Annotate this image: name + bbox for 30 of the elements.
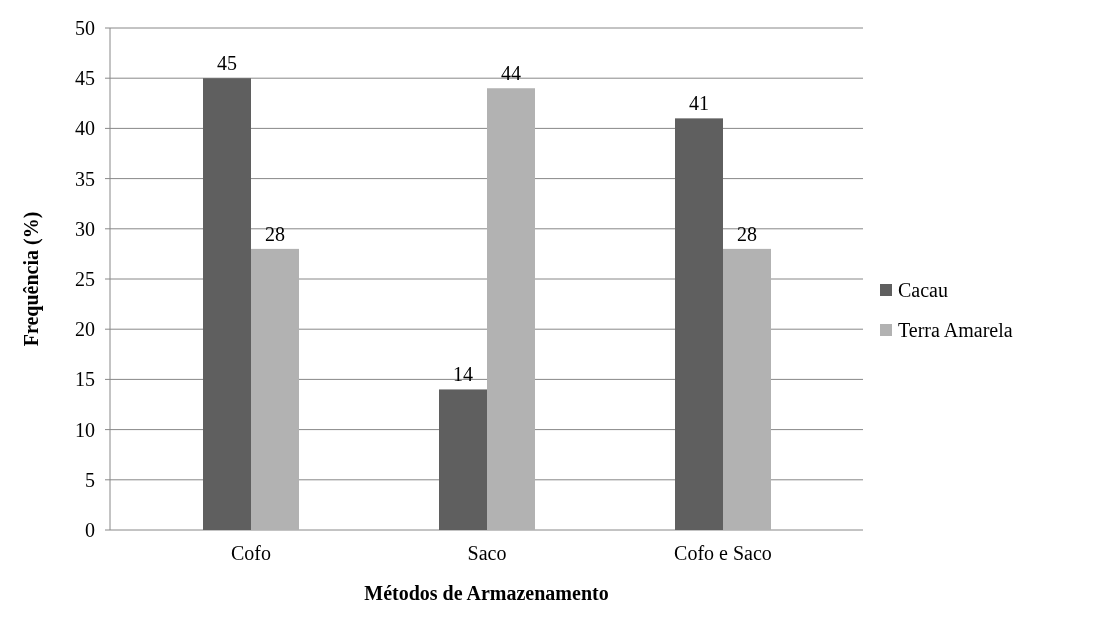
x-tick-label: Cofo e Saco [674, 542, 772, 564]
bar [487, 88, 535, 530]
data-label: 28 [265, 222, 285, 245]
bar [203, 78, 251, 530]
y-axis-title: Frequência (%) [20, 211, 43, 347]
data-label: 28 [737, 222, 757, 245]
bar [723, 248, 771, 530]
y-tick-label: 15 [75, 368, 95, 391]
x-tick-label: Saco [467, 542, 507, 564]
data-label: 41 [689, 92, 709, 115]
y-tick-label: 10 [75, 418, 95, 441]
data-label: 45 [217, 52, 237, 75]
bar [675, 118, 723, 530]
y-tick-label: 30 [75, 217, 95, 240]
data-label: 44 [501, 62, 521, 85]
y-tick-label: 5 [85, 468, 95, 491]
y-tick-label: 0 [85, 519, 95, 541]
data-label: 14 [453, 363, 473, 386]
legend-label: Cacau [898, 279, 948, 301]
bar [439, 389, 487, 530]
x-tick-label: Cofo [231, 542, 271, 564]
y-tick-label: 40 [75, 117, 95, 140]
y-tick-label: 25 [75, 268, 95, 290]
y-tick-label: 45 [75, 67, 95, 90]
y-tick-label: 35 [75, 167, 95, 190]
x-axis-title: Métodos de Armazenamento [364, 582, 609, 604]
bar [251, 248, 299, 530]
y-tick-label: 50 [75, 17, 95, 39]
y-tick-label: 20 [75, 318, 95, 341]
legend-label: Terra Amarela [898, 319, 1013, 341]
